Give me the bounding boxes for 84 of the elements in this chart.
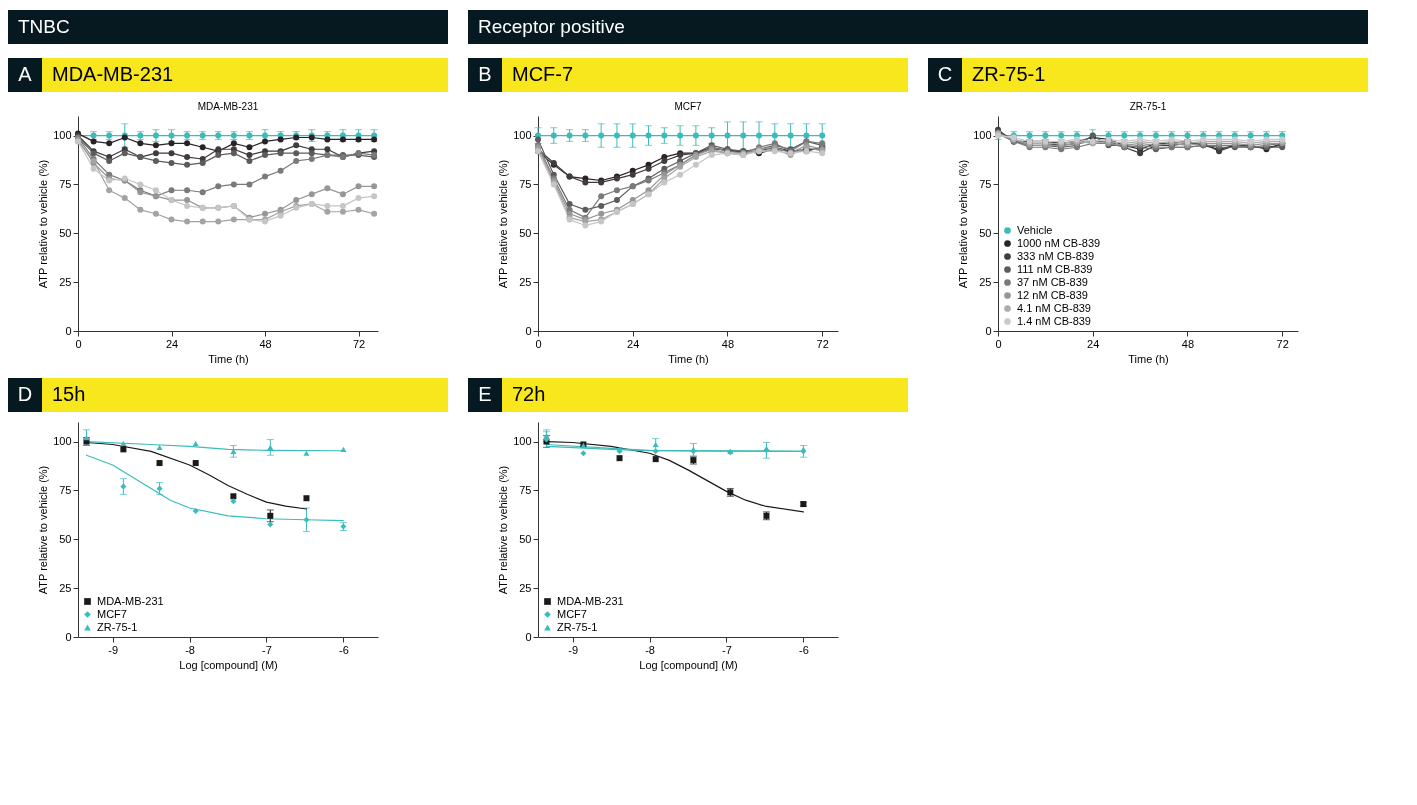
- chart-subtitle: ZR-75-1: [1129, 101, 1167, 112]
- y-tick-label: 50: [519, 226, 532, 239]
- y-tick-label: 0: [65, 630, 72, 643]
- text: D: [17, 383, 33, 405]
- y-tick-label: 75: [59, 483, 72, 496]
- y-tick-label: 100: [513, 435, 532, 448]
- y-axis-title: ATP relative to vehicle (%): [957, 159, 970, 289]
- y-tick-label: 75: [519, 483, 532, 496]
- y-tick-label: 0: [525, 324, 532, 337]
- legend-label: ZR-75-1: [97, 620, 138, 633]
- x-tick-label: -7: [262, 643, 272, 656]
- y-tick-label: 25: [59, 275, 72, 288]
- legend-label: 12 nM CB-839: [1017, 288, 1088, 301]
- y-axis-title: ATP relative to vehicle (%): [497, 465, 510, 595]
- y-tick-label: 100: [513, 129, 532, 142]
- y-tick-label: 50: [519, 532, 532, 545]
- legend-label: ZR-75-1: [557, 620, 598, 633]
- y-tick-label: 50: [59, 532, 72, 545]
- x-tick-label: 0: [75, 337, 82, 350]
- legend-label: MCF7: [97, 607, 127, 620]
- y-tick-label: 50: [59, 226, 72, 239]
- x-tick-label: 72: [352, 337, 366, 350]
- chart-title: 72h: [512, 383, 546, 405]
- x-axis-title: Time (h): [1128, 352, 1169, 365]
- x-tick-label: -8: [185, 643, 195, 656]
- x-tick-label: -9: [108, 643, 119, 656]
- legend-label: 4.1 nM CB-839: [1017, 301, 1091, 314]
- legend-label: 1.4 nM CB-839: [1017, 314, 1091, 327]
- y-tick-label: 50: [979, 226, 992, 239]
- x-axis-title: Time (h): [208, 352, 249, 365]
- chart-subtitle: MCF7: [674, 101, 703, 112]
- y-tick-label: 75: [979, 177, 992, 190]
- x-axis-title: Log [compound] (M): [639, 658, 738, 671]
- y-tick-label: 100: [53, 435, 72, 448]
- legend-label: MCF7: [557, 607, 587, 620]
- y-tick-label: 0: [65, 324, 72, 337]
- y-tick-label: 25: [979, 275, 992, 288]
- chart-title: ZR-75-1: [972, 63, 1046, 85]
- chart-title: 15h: [52, 383, 86, 405]
- x-tick-label: 72: [816, 337, 829, 350]
- y-axis-title: ATP relative to vehicle (%): [497, 159, 510, 289]
- y-tick-label: 25: [519, 275, 532, 288]
- text: A: [18, 63, 33, 85]
- x-tick-label: -7: [722, 643, 732, 656]
- y-axis-title: ATP relative to vehicle (%): [37, 159, 50, 289]
- text: B: [478, 63, 492, 85]
- x-tick-label: -6: [338, 643, 349, 656]
- y-tick-label: 100: [53, 129, 72, 142]
- legend-label: 111 nM CB-839: [1017, 262, 1093, 275]
- x-tick-label: 48: [721, 337, 735, 350]
- x-tick-label: 24: [627, 337, 640, 350]
- text: C: [937, 63, 953, 85]
- chart-title: MDA-MB-231: [52, 63, 174, 85]
- y-axis-title: ATP relative to vehicle (%): [37, 465, 50, 595]
- legend-label: MDA-MB-231: [97, 594, 164, 607]
- y-tick-label: 0: [985, 324, 992, 337]
- y-tick-label: 100: [973, 129, 992, 142]
- x-tick-label: -8: [645, 643, 655, 656]
- x-tick-label: 0: [995, 337, 1002, 350]
- x-tick-label: 24: [165, 337, 179, 350]
- x-tick-label: 72: [1276, 337, 1289, 350]
- x-tick-label: -6: [798, 643, 809, 656]
- chart-title: MCF-7: [512, 63, 574, 85]
- y-tick-label: 75: [519, 177, 532, 190]
- legend-label: MDA-MB-231: [557, 594, 624, 607]
- y-tick-label: 25: [519, 581, 532, 594]
- x-tick-label: 0: [535, 337, 542, 350]
- x-axis-title: Log [compound] (M): [179, 658, 278, 671]
- x-tick-label: -9: [568, 643, 579, 656]
- legend-label: 1000 nM CB-839: [1017, 236, 1101, 249]
- legend-label: Vehicle: [1017, 223, 1053, 236]
- chart-subtitle: MDA-MB-231: [197, 101, 259, 112]
- text: E: [478, 383, 492, 405]
- y-tick-label: 0: [525, 630, 532, 643]
- x-axis-title: Time (h): [668, 352, 709, 365]
- text: Receptor positive: [478, 16, 625, 37]
- legend-label: 333 nM CB-839: [1017, 249, 1095, 262]
- legend-label: 37 nM CB-839: [1017, 275, 1088, 288]
- x-tick-label: 24: [1087, 337, 1100, 350]
- y-tick-label: 75: [59, 177, 72, 190]
- text: TNBC: [18, 16, 70, 37]
- x-tick-label: 48: [1181, 337, 1195, 350]
- y-tick-label: 25: [59, 581, 72, 594]
- x-tick-label: 48: [259, 337, 272, 350]
